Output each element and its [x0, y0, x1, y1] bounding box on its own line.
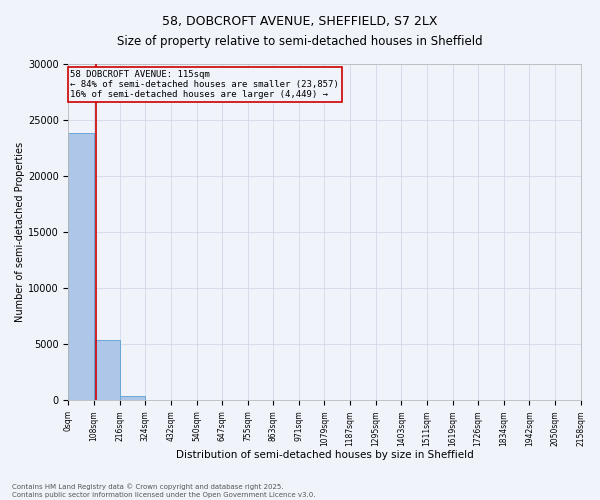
Text: Contains HM Land Registry data © Crown copyright and database right 2025.
Contai: Contains HM Land Registry data © Crown c… [12, 484, 316, 498]
X-axis label: Distribution of semi-detached houses by size in Sheffield: Distribution of semi-detached houses by … [176, 450, 473, 460]
Text: Size of property relative to semi-detached houses in Sheffield: Size of property relative to semi-detach… [117, 35, 483, 48]
Y-axis label: Number of semi-detached Properties: Number of semi-detached Properties [15, 142, 25, 322]
Text: 58, DOBCROFT AVENUE, SHEFFIELD, S7 2LX: 58, DOBCROFT AVENUE, SHEFFIELD, S7 2LX [162, 15, 438, 28]
Bar [68, 133, 94, 400]
Bar [119, 396, 145, 400]
Bar [94, 340, 119, 400]
Text: 58 DOBCROFT AVENUE: 115sqm
← 84% of semi-detached houses are smaller (23,857)
16: 58 DOBCROFT AVENUE: 115sqm ← 84% of semi… [70, 70, 339, 100]
